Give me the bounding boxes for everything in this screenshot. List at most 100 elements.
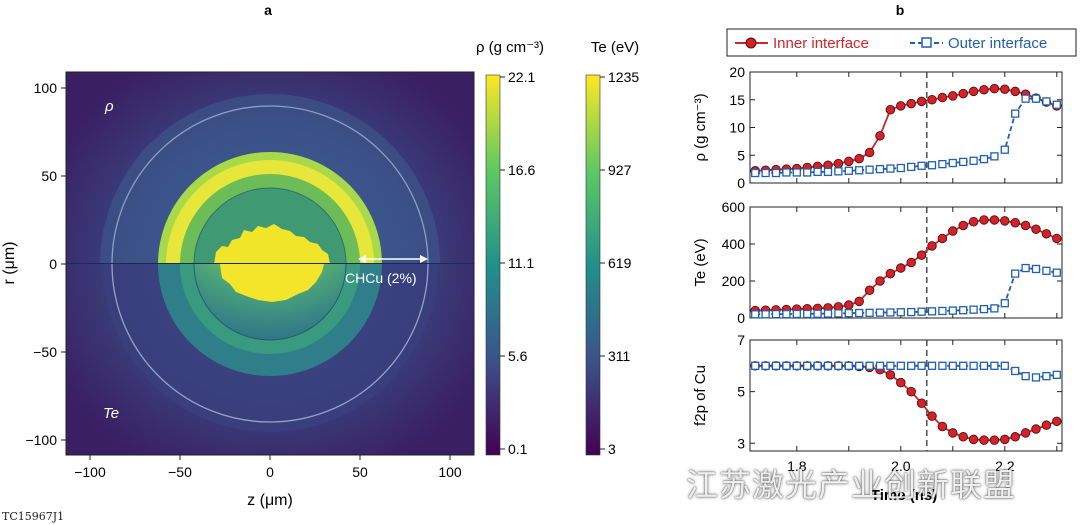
y-tick-label: 15 — [729, 92, 745, 108]
inner-interface-point — [864, 147, 875, 158]
outer-interface-point — [761, 168, 770, 178]
outer-interface-point — [855, 361, 864, 370]
density-temperature-map — [66, 72, 474, 455]
outer-interface-point — [1031, 94, 1041, 103]
outer-interface-point — [969, 156, 978, 165]
map-axes: −100 −50 0 50 100 100 50 0 −50 −100 — [25, 80, 461, 480]
outer-interface-point — [834, 361, 843, 370]
inner-interface-point — [989, 215, 1000, 225]
outer-interface-point — [886, 164, 895, 173]
colorbar-tick-label: 5.6 — [508, 348, 528, 364]
outer-interface-point — [771, 168, 781, 178]
temperature-hot-core — [220, 264, 324, 302]
arrow-left-icon — [358, 255, 366, 263]
outer-interface-point — [1042, 266, 1051, 275]
outer-interface-point — [1052, 268, 1061, 277]
legend-inner-label: Inner interface — [773, 35, 869, 52]
outer-interface-point — [875, 308, 885, 317]
inner-interface-point — [1000, 434, 1010, 445]
outer-interface-point — [1011, 269, 1020, 278]
y-tick-label: 5 — [737, 384, 745, 400]
colorbar-tick-label: 16.6 — [508, 162, 535, 178]
colorbar-tick-label: 927 — [608, 162, 632, 178]
outer-interface-point — [792, 309, 801, 319]
map-y-tick-label: −50 — [33, 344, 57, 360]
inner-interface-point — [958, 88, 968, 99]
y-axis-label: ρ (g cm⁻³) — [692, 93, 709, 161]
outer-interface-point — [834, 167, 843, 176]
inner-interface-point — [968, 217, 979, 227]
outer-interface-point — [875, 164, 885, 174]
legend-outer-label: Outer interface — [948, 35, 1047, 52]
y-tick-label: 0 — [737, 310, 745, 326]
outer-interface-point — [917, 161, 926, 170]
legend-inner-marker — [745, 37, 757, 49]
y-tick-label: 600 — [722, 199, 746, 215]
outer-interface-point — [1042, 97, 1051, 106]
map-x-tick-label: 50 — [352, 464, 368, 480]
outer-interface-point — [782, 361, 791, 370]
inner-interface-point — [948, 428, 958, 438]
colorbar-temperature: Te (eV) 1235 927 619 311 3 — [585, 39, 639, 457]
outer-interface-point — [896, 361, 905, 370]
inner-interface-point — [1031, 424, 1041, 434]
outer-interface-point — [782, 168, 791, 177]
outer-interface-point — [803, 168, 812, 177]
inner-interface-point — [1020, 428, 1031, 438]
inner-interface-point — [906, 98, 916, 109]
inner-interface-point — [989, 435, 1000, 445]
inner-interface-point — [968, 86, 979, 97]
inner-interface-point — [885, 268, 896, 279]
outer-interface-point — [771, 361, 781, 370]
outer-interface-point — [844, 361, 853, 370]
outer-interface-point — [823, 309, 833, 318]
density-half — [100, 94, 440, 263]
figure-id: TC15967J1 — [2, 510, 65, 523]
inner-interface-point — [1020, 220, 1031, 231]
outer-interface-point — [823, 167, 833, 177]
outer-interface-point — [1052, 370, 1061, 379]
colorbar-temperature-title: Te (eV) — [591, 39, 639, 56]
outer-interface-point — [813, 361, 822, 370]
inner-interface-point — [844, 156, 854, 167]
y-tick-label: 5 — [737, 147, 745, 163]
map-x-tick-label: 0 — [266, 464, 274, 480]
inner-interface-point — [916, 96, 927, 107]
outer-interface-point — [792, 361, 801, 370]
outer-interface-point — [990, 304, 999, 313]
time-x-tick-label: 2.2 — [995, 458, 1015, 474]
material-annotation: CHCu (2%) — [345, 255, 428, 286]
inner-interface-point — [1000, 216, 1010, 226]
outer-interface-point — [823, 361, 833, 370]
map-y-tick-label: 100 — [34, 80, 58, 96]
map-x-tick-label: 100 — [438, 464, 462, 480]
outer-interface-point — [917, 307, 926, 316]
colorbar-tick-label: 3 — [608, 441, 616, 457]
outer-interface-point — [959, 306, 968, 315]
inner-interface-point — [1010, 217, 1020, 228]
inner-interface-point — [916, 250, 927, 260]
outer-interface-point — [959, 361, 968, 370]
outer-interface-point — [959, 157, 968, 167]
outer-interface-point — [1000, 145, 1009, 154]
inner-interface-point — [937, 421, 948, 432]
inner-interface-point — [833, 158, 844, 169]
inner-interface-point — [958, 220, 968, 231]
outer-interface-point — [979, 154, 989, 164]
inner-interface-point — [896, 263, 906, 273]
time-x-tick-label: 2.0 — [891, 458, 911, 474]
f2p-panel: 3 5 7 f2p of Cu — [692, 332, 1063, 452]
y-tick-label: 7 — [737, 332, 745, 348]
panel-a-label: a — [264, 2, 272, 18]
outer-interface-point — [751, 361, 760, 370]
outer-interface-point — [813, 167, 822, 177]
y-tick-label: 200 — [722, 273, 746, 289]
inner-interface-point — [844, 300, 854, 310]
colorbar-density-title: ρ (g cm⁻³) — [476, 39, 544, 56]
outer-interface-point — [1011, 109, 1020, 118]
inner-interface-point — [979, 435, 989, 445]
y-tick-label: 10 — [729, 120, 745, 136]
inner-interface-point — [927, 94, 937, 105]
outer-interface-point — [927, 361, 937, 370]
outer-interface-point — [938, 306, 947, 316]
